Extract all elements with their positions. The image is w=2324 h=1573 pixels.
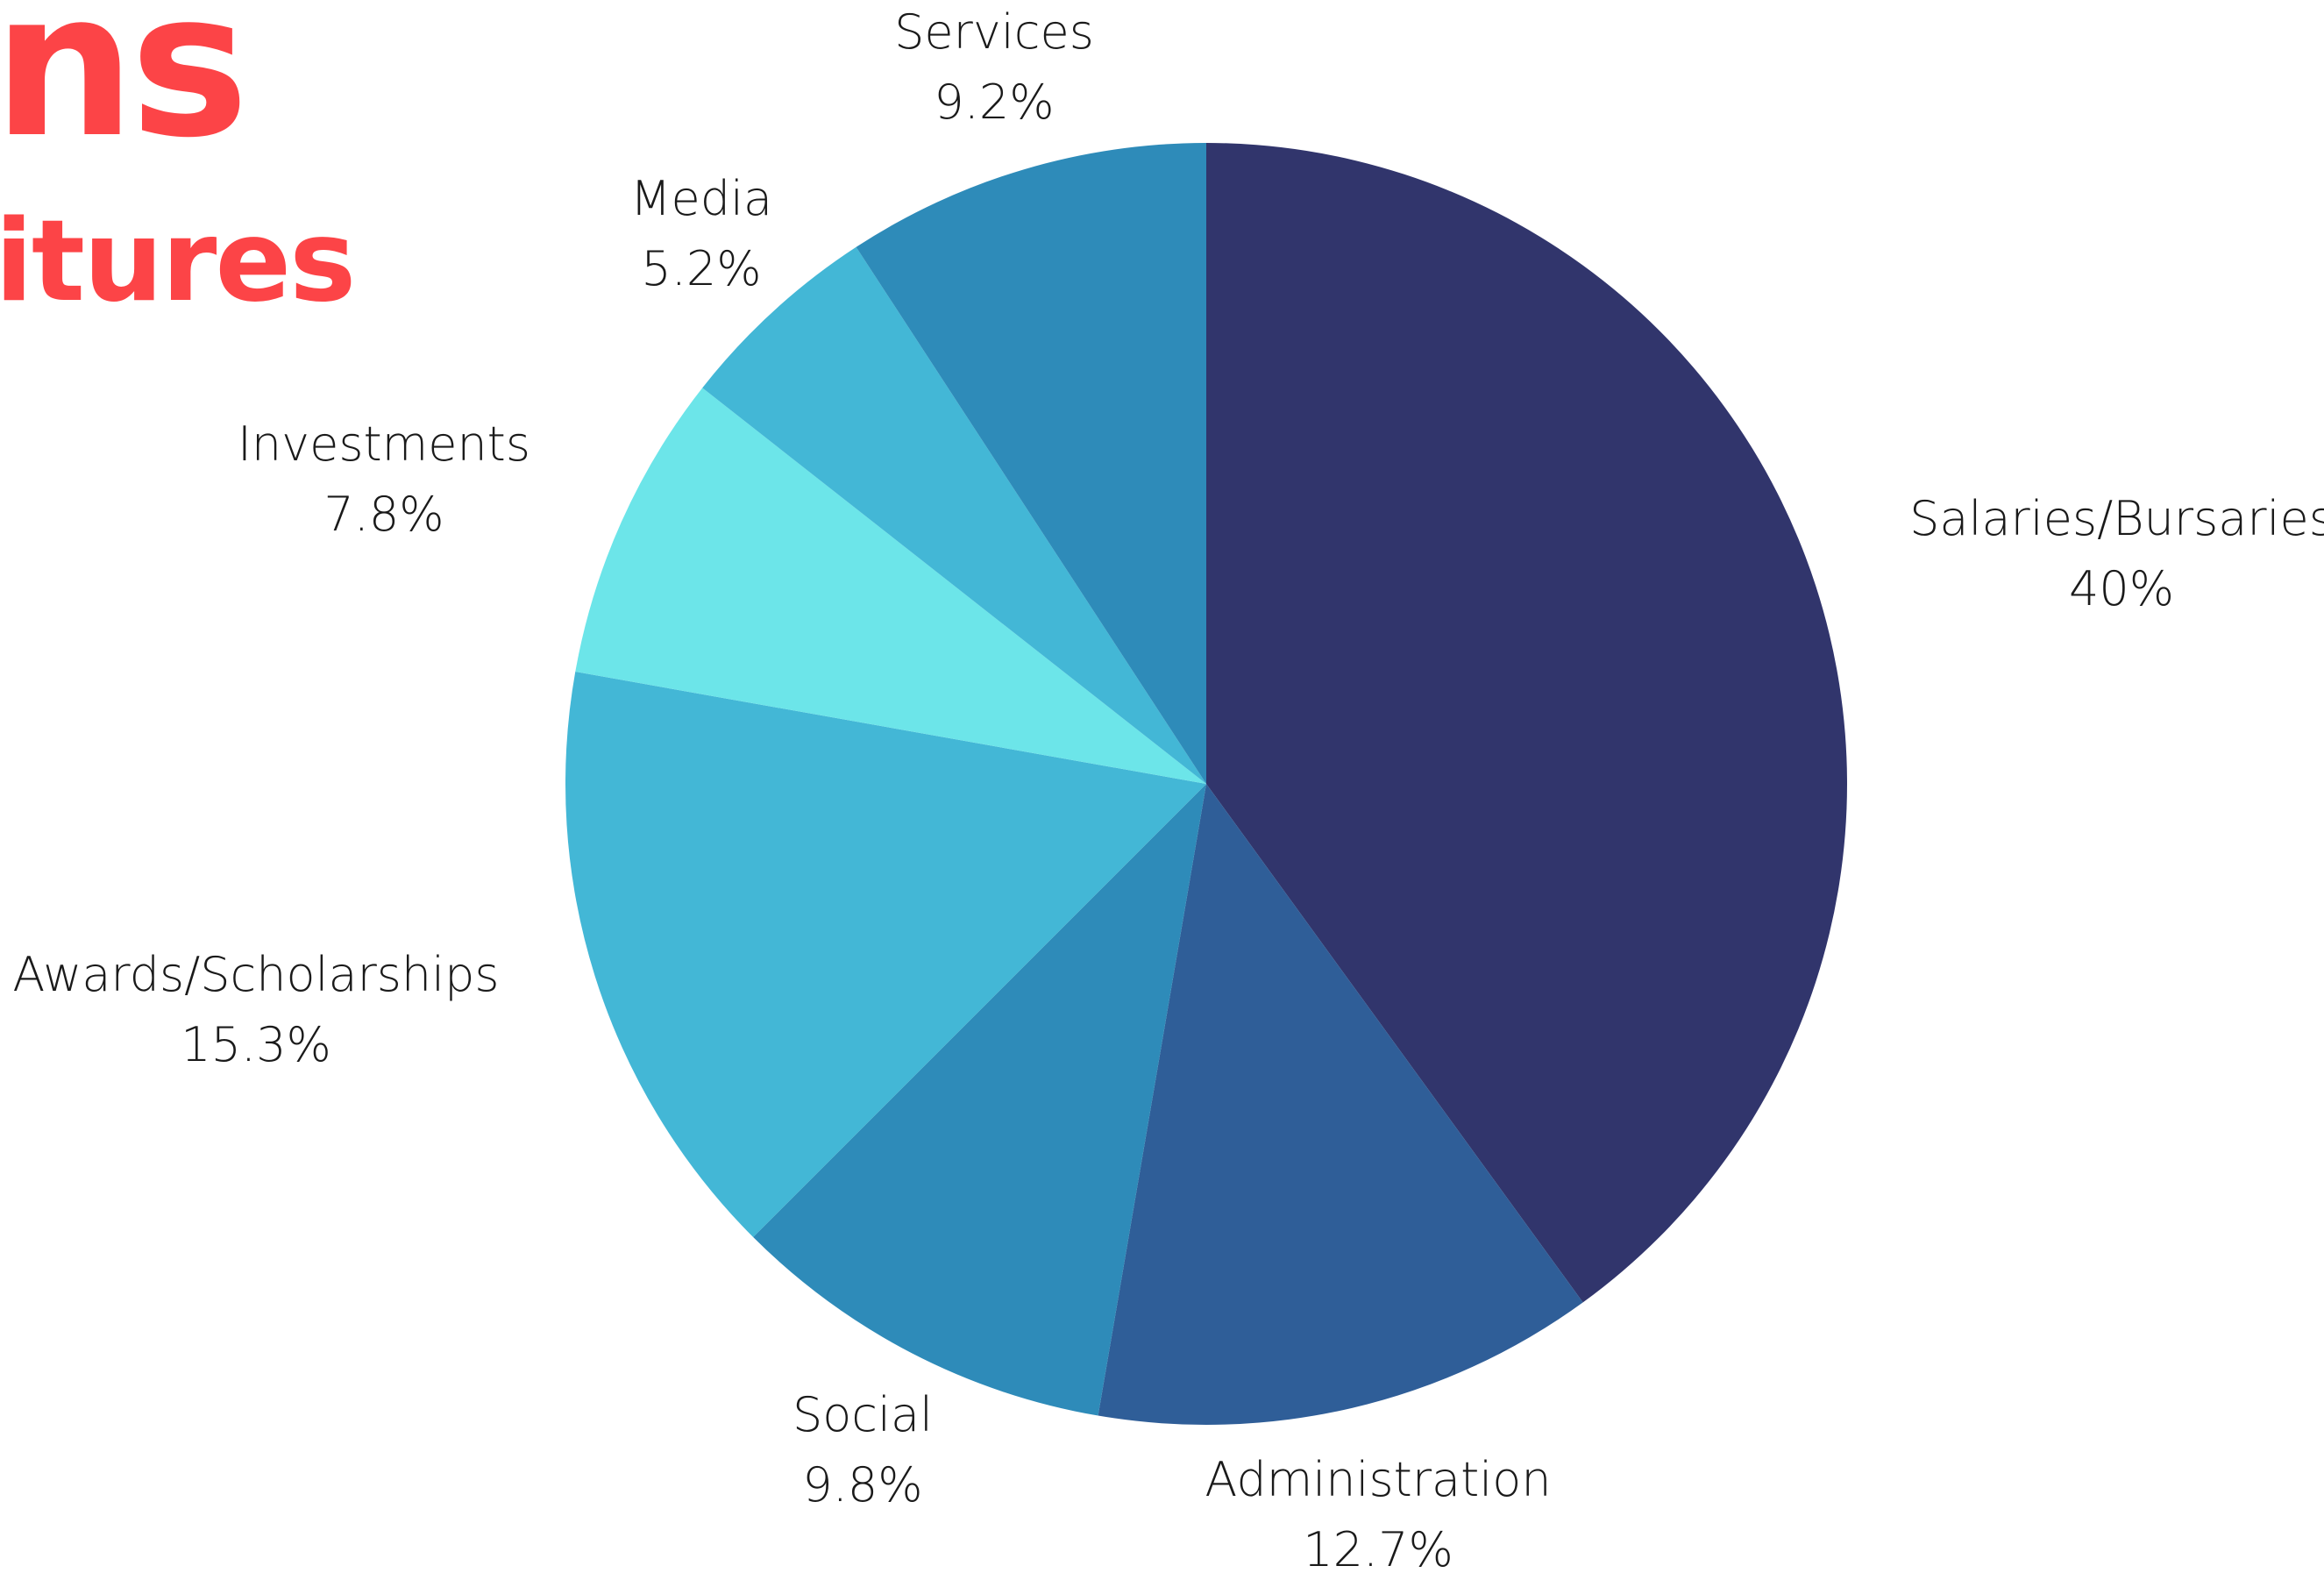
- slice-label: Awards/Scholarships: [12, 947, 499, 1002]
- slice-percentage-label: 5.2%: [641, 241, 761, 296]
- slice-label: Social: [792, 1387, 933, 1442]
- slice-percentage-label: 7.8%: [323, 487, 444, 542]
- pie-slice-services: [856, 143, 1206, 784]
- slice-label: Services: [894, 4, 1094, 60]
- page-subtitle: itures: [0, 196, 356, 327]
- page-title: ns: [0, 0, 249, 182]
- slice-percentage-label: 9.8%: [802, 1457, 922, 1512]
- slice-percentage-label: 15.3%: [181, 1017, 331, 1072]
- slice-label: Investments: [238, 416, 530, 472]
- pie-slices: [565, 143, 1847, 1426]
- slice-label: Media: [630, 171, 772, 226]
- slice-label: Salaries/Bursaries: [1909, 491, 2324, 546]
- pie-slice-media: [702, 246, 1206, 784]
- pie-slice-awards-scholarships: [565, 672, 1206, 1237]
- slice-label: Administration: [1205, 1452, 1551, 1507]
- slice-percentage-label: 40%: [2069, 561, 2174, 616]
- pie-slice-administration: [1098, 784, 1583, 1426]
- slice-percentage-label: 12.7%: [1303, 1522, 1453, 1573]
- slice-percentage-label: 9.2%: [934, 75, 1054, 130]
- pie-labels: Salaries/Bursaries 40% Administration 12.7%…: [12, 4, 2324, 1573]
- pie-slice-social: [753, 784, 1206, 1416]
- pie-slice-investments: [575, 388, 1206, 784]
- pie-slice-salaries-bursaries: [1206, 143, 1847, 1303]
